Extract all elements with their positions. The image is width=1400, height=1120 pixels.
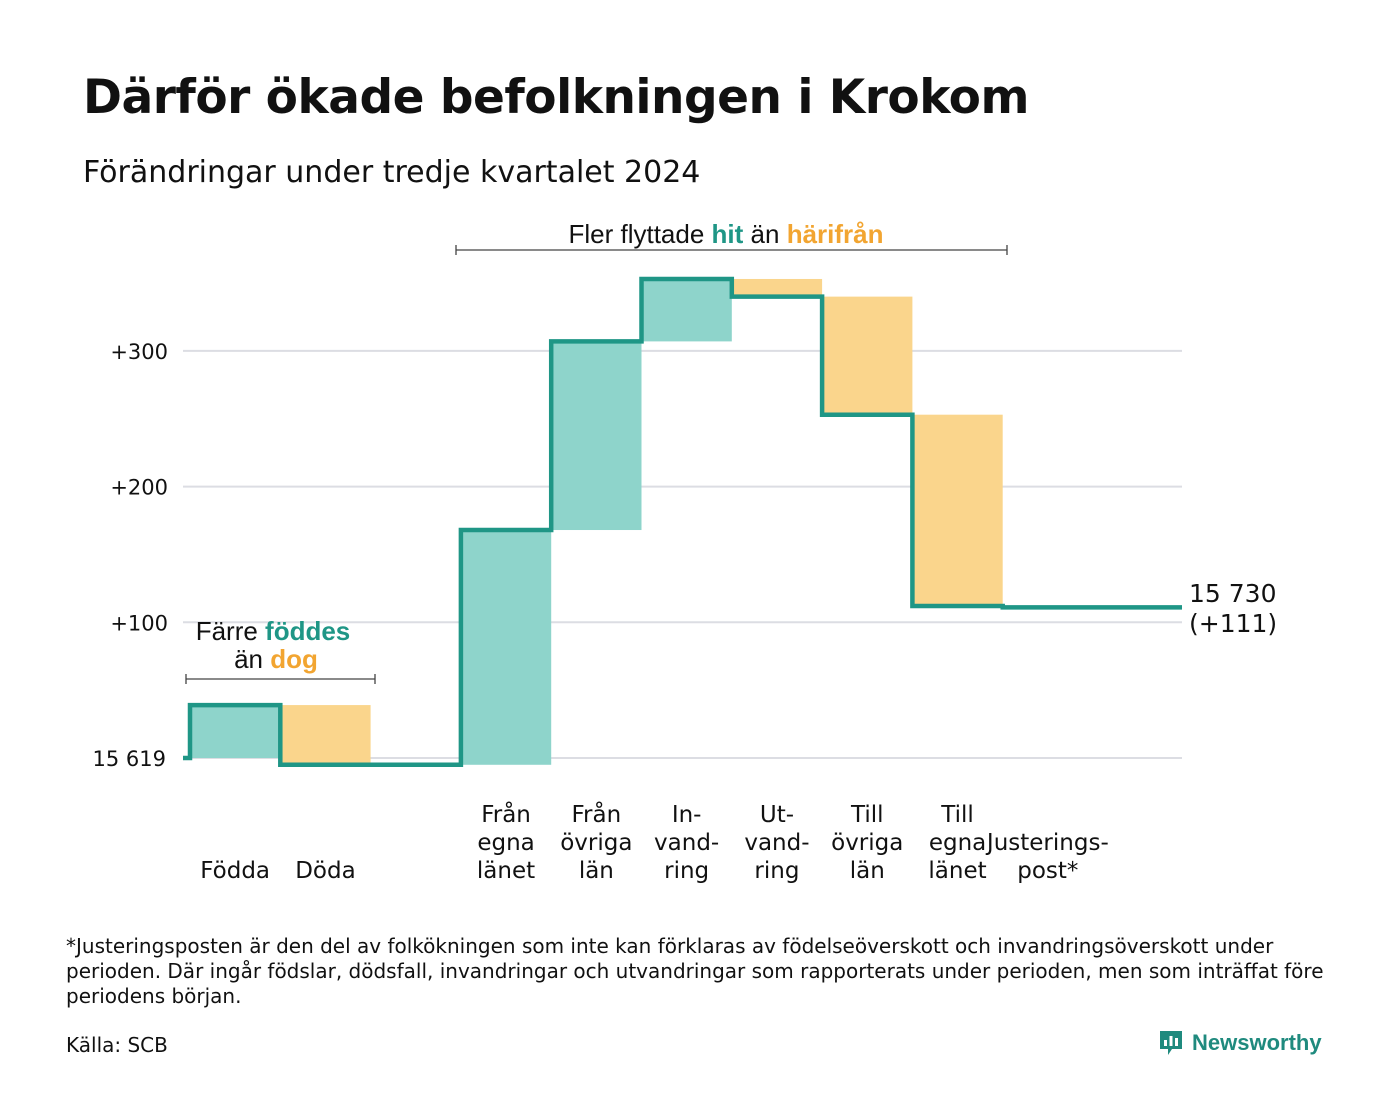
change-bar xyxy=(190,705,281,758)
category-label: Från övriga län xyxy=(560,800,632,884)
change-bar xyxy=(731,278,823,297)
births-bracket xyxy=(185,674,376,684)
source-credit: Källa: SCB xyxy=(66,1033,168,1057)
migration-bracket xyxy=(455,245,1008,255)
change-bar xyxy=(460,530,552,765)
change-bar xyxy=(641,278,732,342)
y-tick-label-start: 15 619 xyxy=(93,747,166,771)
births-annotation-line2: än dog xyxy=(234,644,318,674)
migration-annotation: Fler flyttade hit än härifrån xyxy=(455,219,1008,255)
y-tick-label: +200 xyxy=(110,476,168,500)
end-change-label: (+111) xyxy=(1189,609,1277,638)
y-tick-labels: 15 619 +100 +200 +300 xyxy=(93,340,168,771)
category-label: In-vand-ring xyxy=(654,802,719,884)
change-bar xyxy=(912,414,1003,607)
category-label: Till egna länet xyxy=(928,802,986,884)
category-label: Justerings-post* xyxy=(985,830,1109,884)
births-annotation-line1: Färre föddes xyxy=(196,616,351,646)
bar-chart-bubble-icon xyxy=(1160,1031,1182,1055)
change-bar xyxy=(551,341,642,531)
y-tick-label: +300 xyxy=(110,340,168,364)
births-annotation: Färre föddes än dog xyxy=(185,616,376,684)
end-value-label: 15 730 xyxy=(1189,579,1276,608)
newsworthy-logo[interactable]: Newsworthy xyxy=(1158,1029,1322,1057)
change-bar xyxy=(280,705,371,765)
category-label: Ut-vand-ring xyxy=(744,802,809,884)
chart-title: Därför ökade befolkningen i Krokom xyxy=(83,70,1029,125)
chart-subtitle: Förändringar under tredje kvartalet 2024 xyxy=(83,155,701,190)
gridlines xyxy=(183,349,1182,759)
footnote: *Justeringsposten är den del av folkökni… xyxy=(66,934,1324,1008)
category-labels: Födda Döda Från egna länet Från övriga län In-va… xyxy=(200,800,1109,884)
category-label: Födda xyxy=(200,858,270,884)
category-label: Till övriga län xyxy=(831,802,903,884)
category-label: Från egna länet xyxy=(477,800,535,884)
brand-name: Newsworthy xyxy=(1192,1030,1322,1055)
category-label: Döda xyxy=(295,858,355,884)
cumulative-line xyxy=(183,276,1182,768)
y-tick-label: +100 xyxy=(110,611,168,635)
migration-annotation-text: Fler flyttade hit än härifrån xyxy=(568,219,883,249)
change-bar xyxy=(822,296,913,415)
cumulative-step-line xyxy=(183,276,1182,768)
